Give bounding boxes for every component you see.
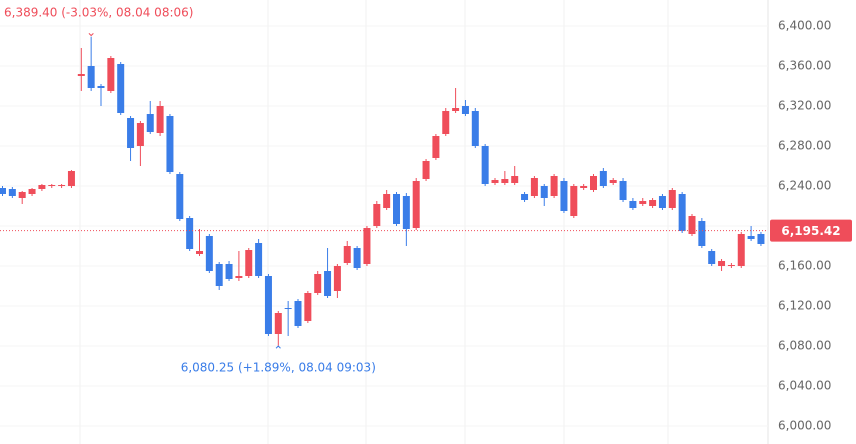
candle-body <box>215 264 223 286</box>
candle-body <box>176 174 184 219</box>
candle-body <box>511 176 519 183</box>
candle-body <box>649 200 657 206</box>
candle-body <box>107 58 115 91</box>
candle-body <box>97 86 105 88</box>
candle-body <box>698 221 706 246</box>
candle-body <box>609 180 617 183</box>
candle-body <box>186 218 194 249</box>
candle-body <box>48 185 56 186</box>
candle-body <box>156 106 164 133</box>
candle-body <box>658 196 666 208</box>
candle-body <box>0 188 6 194</box>
y-tick-label: 6,040.00 <box>778 379 831 393</box>
candle-body <box>491 180 499 183</box>
candle-body <box>639 201 647 204</box>
candle-body <box>629 201 637 208</box>
candle-body <box>727 265 735 266</box>
candle-body <box>8 189 16 196</box>
candle-body <box>363 228 371 264</box>
y-tick-label: 6,000.00 <box>778 419 831 433</box>
candle-body <box>343 246 351 263</box>
candle-body <box>324 271 332 296</box>
min-annotation: 6,080.25 (+1.89%, 08.04 09:03) <box>181 361 376 375</box>
candle-body <box>471 111 479 146</box>
candle-body <box>146 114 154 132</box>
candle-body <box>264 276 272 334</box>
candle-body <box>688 216 696 234</box>
candle-body <box>353 248 361 268</box>
candle-body <box>521 194 529 200</box>
candle-body <box>442 111 450 134</box>
candle-body <box>540 186 548 198</box>
candle-body <box>560 181 568 211</box>
candle-body <box>580 186 588 188</box>
y-tick-label: 6,280.00 <box>778 139 831 153</box>
candle-body <box>294 301 302 326</box>
y-tick-label: 6,360.00 <box>778 59 831 73</box>
candle-body <box>668 190 676 208</box>
candle-body <box>58 185 66 186</box>
price-label: 6,195.42 <box>781 224 840 238</box>
candle-body <box>747 236 755 239</box>
candle-body <box>333 266 341 291</box>
candle-body <box>77 74 85 76</box>
price-tag <box>770 219 852 242</box>
y-tick-label: 6,400.00 <box>778 19 831 33</box>
candle-body <box>87 66 95 88</box>
y-tick-label: 6,120.00 <box>778 299 831 313</box>
candle-body <box>737 234 745 266</box>
y-tick-label: 6,320.00 <box>778 99 831 113</box>
candle-body <box>28 189 36 194</box>
candle-body <box>412 181 420 228</box>
candle-body <box>432 136 440 158</box>
candle-body <box>708 251 716 264</box>
candle-body <box>127 118 135 148</box>
candle-body <box>274 313 282 334</box>
candle-body <box>373 204 381 226</box>
candle-body <box>205 236 213 271</box>
candle-body <box>304 293 312 321</box>
candle-body <box>225 264 233 279</box>
candle-body <box>166 116 174 172</box>
candle-body <box>501 179 509 183</box>
max-annotation: 6,389.40 (-3.03%, 08.04 08:06) <box>4 6 193 20</box>
candle-body <box>255 243 263 276</box>
candle-body <box>461 106 469 114</box>
max-marker: ⌄ <box>86 25 96 39</box>
candle-body <box>570 186 578 216</box>
candle-body <box>18 192 26 198</box>
candle-body <box>245 250 253 276</box>
candle-body <box>718 261 726 266</box>
candle-body <box>530 178 538 196</box>
candle-body <box>314 274 322 293</box>
candle-body <box>136 123 144 146</box>
candle-body <box>599 171 607 186</box>
candle-body <box>422 161 430 179</box>
candle-body <box>402 196 410 229</box>
candle-body <box>550 176 558 196</box>
min-marker: ⌃ <box>273 343 283 357</box>
candle-body <box>678 194 686 231</box>
time-grid <box>79 0 669 444</box>
y-tick-label: 6,240.00 <box>778 179 831 193</box>
candle-body <box>481 146 489 184</box>
candle-body <box>590 176 597 190</box>
candle-body <box>235 276 243 278</box>
candle-body <box>393 194 400 224</box>
y-tick-label: 6,080.00 <box>778 339 831 353</box>
candle-body <box>757 234 765 244</box>
candle-body <box>619 181 627 200</box>
y-tick-label: 6,160.00 <box>778 259 831 273</box>
candle-body <box>452 108 460 111</box>
candle-body <box>196 251 203 254</box>
candle-body <box>117 64 125 113</box>
candle-body <box>67 171 75 186</box>
candle-body <box>38 185 46 189</box>
candle-body <box>284 308 292 309</box>
candle-body <box>383 194 391 208</box>
